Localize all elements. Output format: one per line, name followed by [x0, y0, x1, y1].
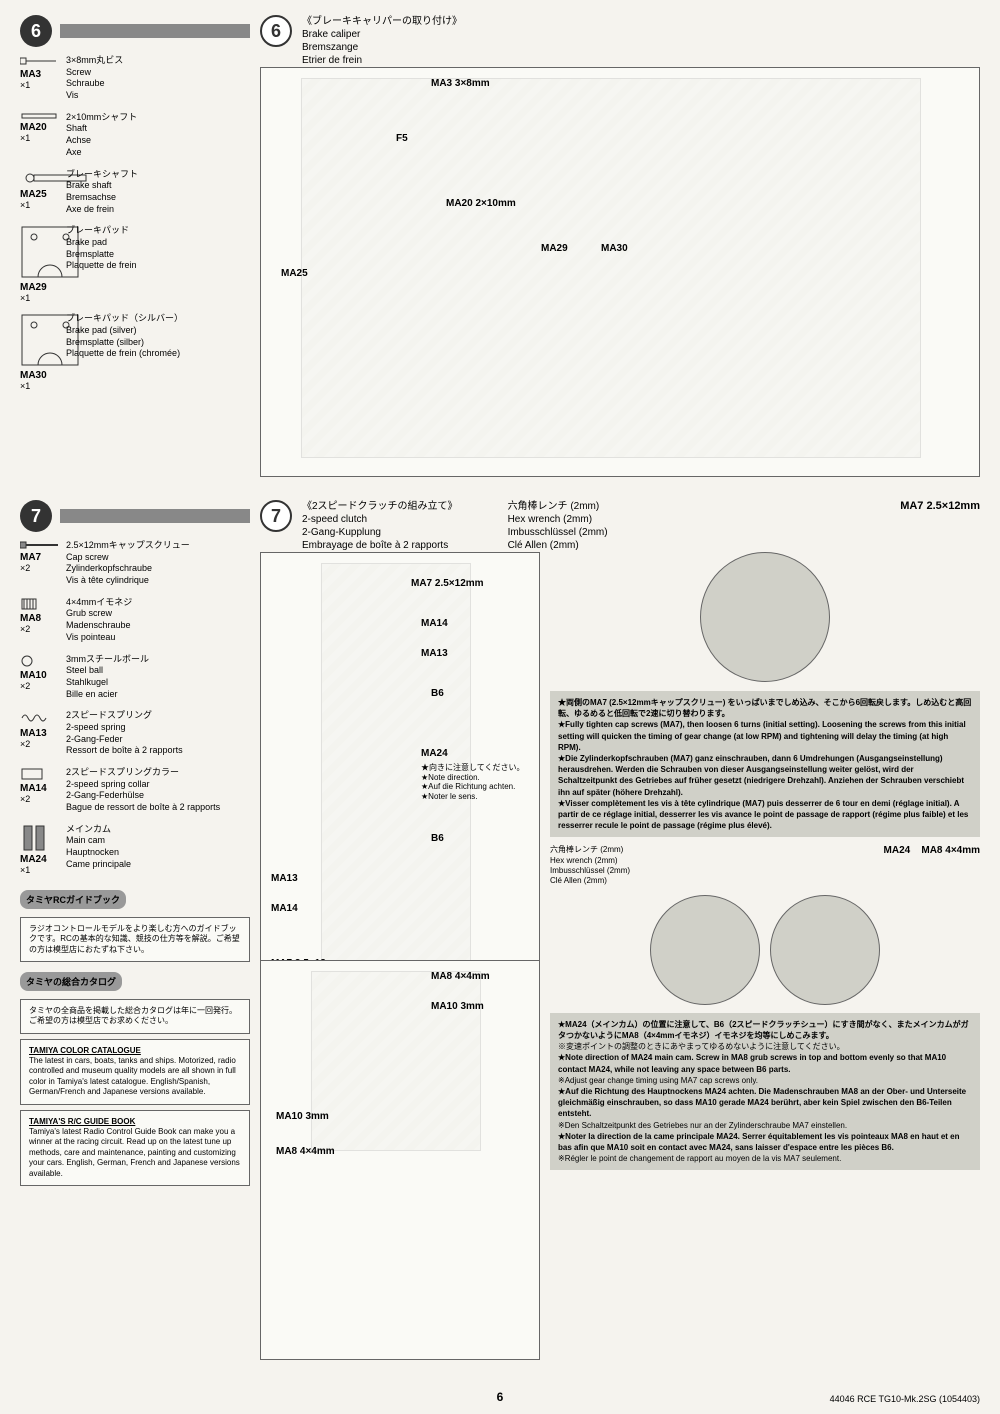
step-6-title: 《ブレーキキャリパーの取り付け》 Brake caliper Bremszang… [302, 15, 462, 67]
catalog-rc-jp-title: タミヤRCガイドブック [20, 890, 126, 909]
clutch-detail-1 [700, 552, 830, 682]
note-1: ★両側のMA7 (2.5×12mmキャップスクリュー) をいっぱいまでしめ込み、… [550, 691, 980, 837]
part-ma24: MA24 ×1 メインカム Main cam Hauptnocken Came … [20, 824, 250, 875]
catalog-jp-title: タミヤの総合カタログ [20, 972, 122, 991]
clutch-detail-2 [650, 895, 760, 1005]
hex-wrench-label: 六角棒レンチ (2mm) Hex wrench (2mm) Imbusschlü… [508, 500, 608, 552]
ma8-label: MA8 4×4mm [921, 845, 980, 856]
ma24-label: MA24 [884, 845, 911, 856]
step-6-badge: 6 [20, 15, 52, 47]
note-2: ★MA24（メインカム）の位置に注意して、B6（2スピードクラッチシュー）にすき… [550, 1013, 980, 1170]
catalog-jp: タミヤの全商品を掲載した総合カタログは年に一回発行。ご希望の方は模型店でお求めく… [20, 999, 250, 1034]
step-6-diagram: MA3 3×8mm F5 MA20 2×10mm MA25 MA29 MA30 [260, 67, 980, 477]
catalog-rc-en: TAMIYA'S R/C GUIDE BOOK Tamiya's latest … [20, 1110, 250, 1186]
clutch-detail-3 [770, 895, 880, 1005]
part-ma8: MA8 ×2 4×4mmイモネジ Grub screw Madenschraub… [20, 597, 250, 644]
step-6-badge-inline: 6 [260, 15, 292, 47]
page-reference: 44046 RCE TG10-Mk.2SG (1054403) [830, 1394, 980, 1404]
hex-wrench-label-2: 六角棒レンチ (2mm) Hex wrench (2mm) Imbusschlü… [550, 845, 630, 887]
part-ma13: MA13 ×2 2スピードスプリング 2-speed spring 2-Gang… [20, 710, 250, 757]
part-ma30: MA30 ×1 ブレーキパッド（シルバー） Brake pad (silver)… [20, 313, 250, 391]
part-ma7: MA7 ×2 2.5×12mmキャップスクリュー Cap screw Zylin… [20, 540, 250, 587]
step-7-title: 《2スピードクラッチの組み立て》 2-speed clutch 2-Gang-K… [302, 500, 458, 552]
catalog-rc-jp: ラジオコントロールモデルをより楽しむ方へのガイドブックです。RCの基本的な知識、… [20, 917, 250, 962]
part-ma29: MA29 ×1 ブレーキパッド Brake pad Bremsplatte Pl… [20, 225, 250, 303]
part-ma10: MA10 ×2 3mmスチールボール Steel ball Stahlkugel… [20, 654, 250, 701]
part-ma14: MA14 ×2 2スピードスプリングカラー 2-speed spring col… [20, 767, 250, 814]
step-bar [60, 24, 250, 38]
direction-note: ★向きに注意してください。 ★Note direction. ★Auf die … [421, 763, 525, 801]
step-7-exploded: MA7 2.5×12mm MA14 MA13 B6 MA24 ★向きに注意してく… [260, 552, 540, 982]
ma7-callout-top: MA7 2.5×12mm [900, 500, 980, 512]
part-ma25: MA25 ×1 ブレーキシャフト Brake shaft Bremsachse … [20, 169, 250, 216]
step-7-badge-inline: 7 [260, 500, 292, 532]
step-7-badge: 7 [20, 500, 52, 532]
part-ma20: MA20 ×1 2×10mmシャフト Shaft Achse Axe [20, 112, 250, 159]
catalog-color: TAMIYA COLOR CATALOGUE The latest in car… [20, 1039, 250, 1105]
step-7-bottom-assembly: MA8 4×4mm MA10 3mm MA10 3mm MA8 4×4mm [260, 960, 540, 1360]
part-ma3: MA3 ×1 3×8mm丸ビス Screw Schraube Vis [20, 55, 250, 102]
step-bar [60, 509, 250, 523]
